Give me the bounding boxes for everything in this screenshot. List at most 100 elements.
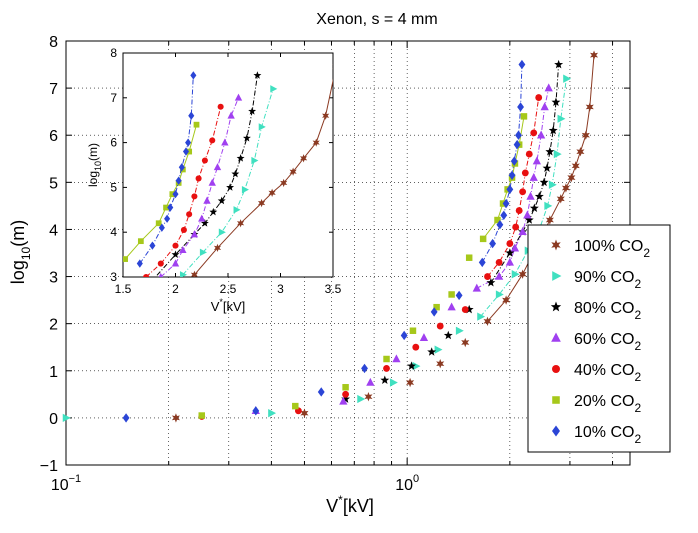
series-curve [490,64,560,283]
data-point [557,114,566,123]
inset-data-point [242,133,251,142]
inset-data-point [248,107,257,115]
y-tick-label: 5 [49,175,58,192]
inset-data-point [172,189,179,199]
legend-marker [550,301,562,312]
inset-data-point [149,241,156,250]
inset-x-tick-label: 2 [172,282,179,296]
data-point [427,347,437,356]
data-point [544,201,553,211]
data-point [366,377,375,386]
inset-data-point [251,156,259,165]
inset-data-point [209,137,216,144]
inset-data-point [332,64,333,69]
inset-data-point [270,85,278,93]
inset-data-point [217,103,224,110]
legend-label: 10% CO2 [574,424,641,446]
data-point [524,215,534,224]
inset-series-layer [123,64,333,277]
data-point [252,406,260,416]
data-point [540,102,549,111]
data-point [506,240,514,247]
inset-data-point [236,154,245,162]
data-point [436,322,444,330]
data-point [544,83,553,92]
y-tick-label: −1 [40,458,58,475]
inset-data-point [227,111,235,119]
legend-marker [552,396,560,404]
inset-data-point [182,147,190,156]
data-point [545,215,554,225]
inset-y-tick-label: 7 [110,91,117,105]
data-point [268,409,277,418]
data-point [529,203,539,213]
x-axis-label: V*[kV] [326,493,374,516]
y-tick-label: 8 [49,34,58,51]
data-point [548,125,558,135]
data-point [532,156,542,165]
data-point [483,316,492,326]
inset-y-tick-label: 8 [110,46,117,60]
data-point [513,139,521,150]
legend-entry: 40% CO2 [552,362,641,384]
inset-data-point [289,167,297,176]
inset-data-point [203,196,211,204]
legend-label: 40% CO2 [574,362,641,384]
legend-entry: 90% CO2 [552,269,641,291]
inset-data-point [199,248,207,257]
legend-entry: 100% CO2 [551,238,650,260]
inset-data-point [226,183,235,191]
inset-x-axis-label: V*[kV] [211,297,246,314]
legend-entry: 80% CO2 [550,300,641,322]
data-point [589,50,599,60]
y-tick-label: 1 [49,364,58,381]
data-point [171,413,180,423]
data-point [433,303,440,311]
inset-data-point [200,219,209,227]
data-point [511,270,520,279]
inset-data-point [195,175,202,182]
inset-data-point [237,219,245,228]
data-point [412,343,420,351]
data-point [361,363,368,374]
inset-data-point [218,228,226,236]
series-10pct [122,59,526,423]
data-point [505,248,515,257]
inset-x-tick-label: 2.5 [220,282,237,296]
data-point [561,183,570,193]
inset-data-point [123,256,128,262]
data-point [465,254,473,261]
data-point [292,402,299,410]
data-point [536,130,546,139]
inset-data-point [179,271,188,277]
data-point [434,345,443,354]
series-90pct [62,74,572,423]
inset-data-point [190,270,198,277]
data-point [430,307,438,317]
y-tick-label: 7 [49,81,58,98]
data-point [581,130,590,140]
inset-series-60pct [158,93,243,277]
data-point [407,361,416,370]
legend-entry: 20% CO2 [552,393,641,415]
y-tick-label: 0 [49,411,58,428]
data-point [502,198,510,209]
data-point [545,147,555,156]
legend-marker [551,239,561,251]
data-point [486,278,496,287]
data-point [521,169,529,177]
inset-data-point [136,259,143,268]
data-point [530,129,538,137]
inset-data-point [158,223,165,232]
inset-data-point [164,214,171,223]
data-point [515,207,523,215]
inset-data-point [188,111,195,120]
data-point [567,172,576,183]
data-point [62,413,71,423]
inset-y-tick-label: 6 [110,136,117,150]
inset-series-90pct [179,85,278,277]
data-point [489,238,497,249]
data-point [412,361,421,371]
data-point [529,172,538,181]
inset-data-point [231,169,240,178]
